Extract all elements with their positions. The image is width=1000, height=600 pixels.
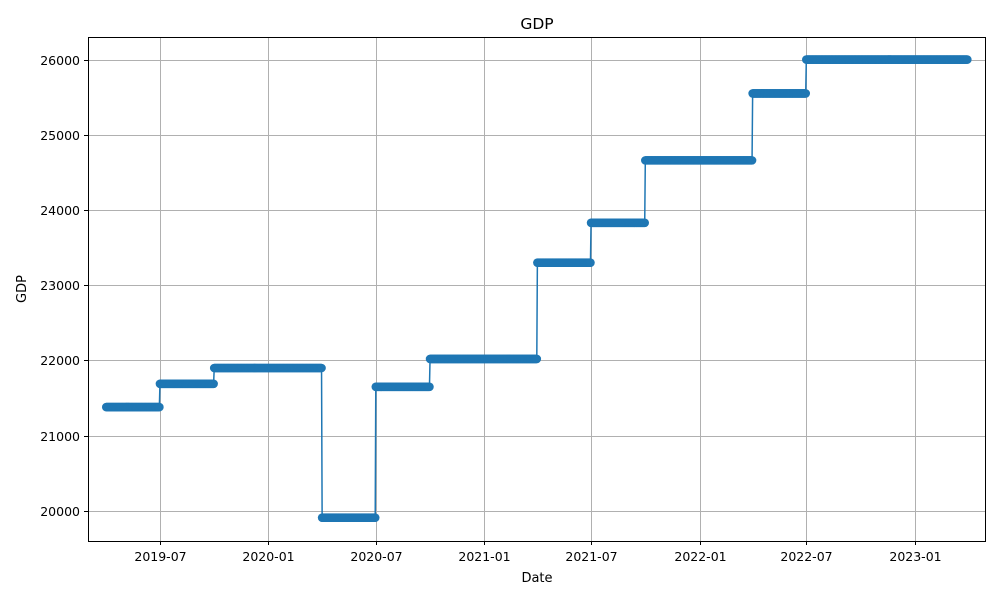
y-tick-label: 22000 [40,353,80,368]
y-tick-label: 26000 [40,53,80,68]
plot-frame [88,37,986,542]
data-point [532,354,542,364]
data-point [155,402,164,412]
x-axis: 2019-07 2020-01 2020-07 2021-01 2021-07 2022-… [134,541,942,564]
data-point [317,363,326,373]
y-axis: 20000 21000 22000 23000 24000 25000 26000 [40,53,88,519]
y-tick-label: 23000 [40,278,80,293]
data-point [586,258,595,267]
x-tick-label: 2019-07 [134,549,186,564]
data-point [370,513,380,522]
data-point [963,55,972,64]
data-point [425,382,434,392]
series-markers [101,55,972,522]
data-point [209,379,218,389]
chart-title: GDP [520,15,553,33]
y-tick-label: 20000 [40,504,80,519]
y-tick-label: 21000 [40,429,80,444]
data-point [747,156,757,165]
x-tick-label: 2020-07 [350,549,402,564]
x-tick-label: 2021-07 [565,549,617,564]
x-tick-label: 2023-01 [889,549,941,564]
series-gdp [101,55,972,522]
x-tick-label: 2022-07 [780,549,832,564]
series-line [106,58,968,519]
x-tick-label: 2020-01 [242,549,294,564]
y-axis-label: GDP [15,275,30,303]
x-tick-label: 2022-01 [674,549,726,564]
x-axis-label: Date [521,571,552,586]
y-tick-label: 25000 [40,128,80,143]
grid [88,37,985,541]
data-point [640,218,650,228]
x-tick-label: 2021-01 [458,549,510,564]
data-point [801,89,811,98]
y-tick-label: 24000 [40,203,80,218]
